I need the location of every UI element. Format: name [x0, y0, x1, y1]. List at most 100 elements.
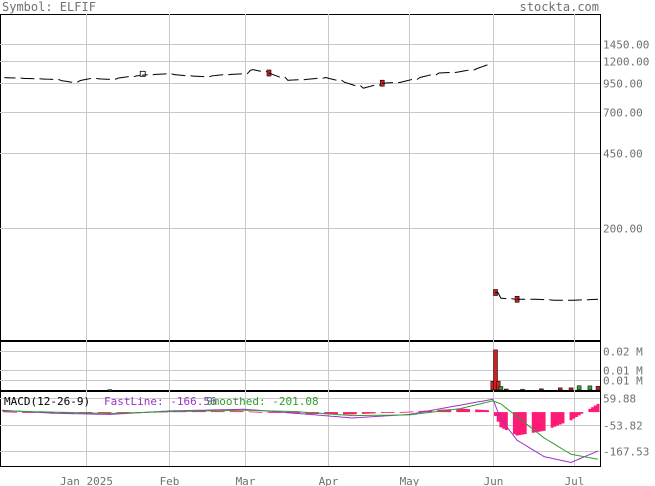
- price-segment: [209, 75, 213, 78]
- macd-histogram-bar: [124, 412, 128, 413]
- price-segment: [87, 77, 92, 80]
- macd-histogram-bar: [445, 409, 449, 413]
- macd-histogram-bar: [504, 412, 508, 431]
- price-segment: [268, 72, 272, 75]
- macd-histogram-bar: [267, 412, 271, 413]
- price-segment: [435, 72, 440, 76]
- volume-bar: [520, 388, 525, 391]
- macd-histogram-bar: [27, 412, 31, 413]
- price-segment: [246, 70, 251, 75]
- volume-tick-label: 0.01 M: [603, 365, 643, 378]
- volume-bar: [539, 388, 544, 391]
- macd-histogram-bar: [485, 410, 489, 413]
- macd-histogram-bar: [480, 409, 484, 413]
- price-segment: [273, 74, 278, 77]
- price-segment: [346, 82, 351, 85]
- macd-histogram-bar: [464, 408, 468, 413]
- macd-histogram-bar: [456, 408, 460, 413]
- macd-histogram-bar: [11, 411, 15, 413]
- price-segment: [271, 73, 275, 76]
- x-tick-label: Jun: [484, 475, 504, 486]
- macd-histogram-bar: [537, 412, 541, 432]
- price-segment: [403, 80, 407, 83]
- macd-histogram-bar: [210, 411, 214, 413]
- price-segment: [79, 79, 83, 82]
- macd-histogram-bar: [13, 411, 17, 413]
- price-tick-label: 1450.00: [603, 39, 649, 52]
- macd-histogram-bar: [520, 412, 524, 435]
- macd-tick-label: 59.88: [603, 393, 636, 406]
- macd-histogram-bar: [22, 412, 26, 413]
- macd-histogram-bar: [297, 412, 301, 414]
- macd-histogram-bar: [496, 412, 500, 422]
- macd-histogram-bar: [256, 411, 260, 413]
- macd-histogram-bar: [105, 412, 109, 414]
- macd-histogram-bar: [254, 411, 258, 413]
- macd-histogram-bar: [391, 412, 395, 413]
- price-tick-label: 950.00: [603, 78, 643, 91]
- macd-histogram-bar: [399, 412, 403, 413]
- price-segment: [349, 83, 353, 86]
- macd-histogram-bar: [418, 410, 422, 413]
- macd-histogram-bar: [518, 412, 522, 436]
- macd-histogram-bar: [467, 409, 471, 413]
- axis-labels: Jan 2025 Feb Mar Apr May Jun Jul 1450.00 1200.00…: [60, 39, 649, 486]
- volume-bar: [557, 387, 563, 391]
- price-tick-label: 1200.00: [603, 56, 649, 69]
- macd-histogram-bar: [353, 412, 357, 415]
- macd-histogram-bar: [512, 412, 516, 435]
- price-segment: [481, 65, 485, 68]
- macd-histogram-bar: [531, 412, 535, 433]
- volume-bar: [493, 349, 498, 391]
- price-tick-label: 700.00: [603, 107, 643, 120]
- macd-histogram-bar: [213, 411, 217, 413]
- price-segment: [322, 77, 326, 79]
- candle-up: [139, 70, 146, 77]
- volume-bar: [498, 386, 504, 391]
- macd-histogram-bar: [202, 411, 206, 413]
- x-tick-label: May: [400, 475, 420, 486]
- macd-histogram-bar: [553, 412, 557, 427]
- panel-frames: [0, 14, 601, 467]
- price-segment: [327, 77, 332, 80]
- price-segment: [133, 75, 137, 78]
- macd-histogram-bar: [569, 412, 573, 421]
- price-segment: [484, 64, 488, 67]
- macd-histogram-bar: [334, 412, 338, 415]
- volume-bar: [587, 385, 593, 391]
- price-segment: [473, 68, 477, 71]
- price-segment: [344, 81, 348, 84]
- macd-histogram-bar: [588, 408, 592, 413]
- macd-histogram-bar: [380, 412, 384, 413]
- macd-histogram-bar: [410, 411, 414, 413]
- macd-histogram-bar: [102, 412, 106, 414]
- price-tick-label: 200.00: [603, 223, 643, 236]
- macd-histogram-bar: [218, 411, 222, 413]
- macd-histogram-bar: [5, 411, 9, 413]
- macd-histogram-bar: [51, 412, 55, 414]
- macd-histogram-bar: [577, 412, 581, 416]
- price-segment: [400, 81, 404, 83]
- price-segment: [58, 78, 62, 82]
- volume-bar: [107, 389, 113, 391]
- macd-histogram-bar: [121, 412, 125, 413]
- price-segment: [252, 69, 256, 71]
- macd-histogram-bar: [216, 411, 220, 413]
- macd-histogram-bar: [259, 411, 263, 413]
- volume-bar: [595, 386, 601, 391]
- macd-histogram-bar: [458, 408, 462, 413]
- macd-histogram-bar: [248, 411, 252, 413]
- price-segment: [408, 79, 413, 81]
- macd-histogram-bar: [448, 409, 452, 413]
- price-segment: [171, 73, 175, 76]
- macd-histogram-bar: [372, 412, 376, 414]
- macd-histogram-bar: [475, 409, 479, 413]
- price-segment: [330, 78, 334, 80]
- x-tick-label: Jul: [565, 475, 585, 486]
- macd-fastline-label: FastLine: -166.56: [104, 395, 217, 408]
- macd-histogram-bar: [383, 412, 387, 413]
- macd-histogram-bar: [8, 411, 12, 413]
- price-segment: [368, 85, 372, 88]
- macd-histogram-bar: [275, 412, 279, 413]
- price-segment: [497, 292, 502, 299]
